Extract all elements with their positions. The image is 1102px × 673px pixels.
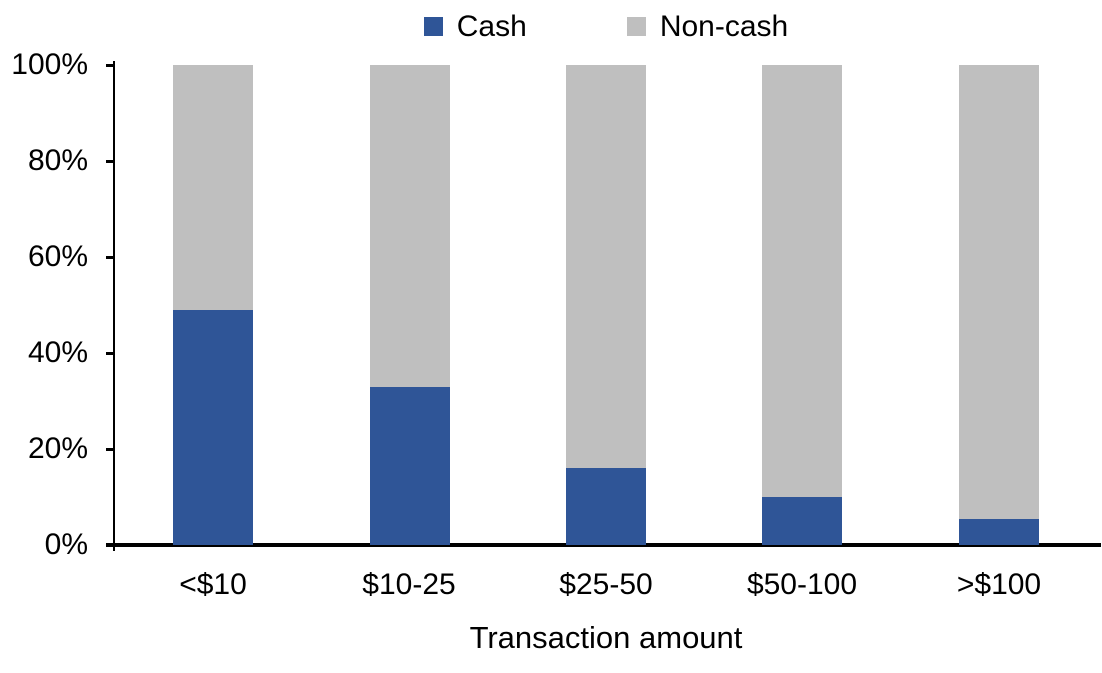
y-axis-tick-mark xyxy=(106,352,115,355)
legend-item-cash: Cash xyxy=(423,10,527,43)
y-axis-tick-mark xyxy=(106,160,115,163)
legend: Cash Non-cash xyxy=(115,10,1097,43)
y-axis-tick-mark xyxy=(106,256,115,259)
y-axis-tick-mark xyxy=(106,448,115,451)
bar-group xyxy=(566,65,646,545)
y-axis-tick-label: 80% xyxy=(27,144,88,177)
bar-group xyxy=(762,65,842,545)
bar-group xyxy=(370,65,450,545)
y-axis-tick-label: 60% xyxy=(27,240,88,273)
bar-segment-cash xyxy=(370,386,450,545)
y-axis-tick-label: 20% xyxy=(27,432,88,465)
x-axis-category-label: <$10 xyxy=(179,568,247,601)
bar-group xyxy=(959,65,1039,545)
y-axis-tick-label: 0% xyxy=(44,528,88,561)
x-axis-title: Transaction amount xyxy=(469,620,743,655)
x-axis-category-label: >$100 xyxy=(956,568,1042,601)
bar-segment-cash xyxy=(959,518,1039,545)
y-axis-tick-label: 100% xyxy=(11,48,88,81)
bar-segment-non-cash xyxy=(370,65,450,387)
y-axis-tick-mark xyxy=(106,544,115,547)
legend-label: Cash xyxy=(456,10,527,43)
x-axis-category-label: $25-50 xyxy=(559,568,653,601)
bar-segment-non-cash xyxy=(762,65,842,497)
y-axis-tick-label: 40% xyxy=(27,336,88,369)
x-axis-category-label: $50-100 xyxy=(746,568,858,601)
x-axis-line xyxy=(106,543,1101,547)
legend-swatch-icon xyxy=(423,17,443,36)
bar-group xyxy=(173,65,253,545)
y-axis-line xyxy=(113,61,115,551)
plot-area xyxy=(106,61,1101,551)
y-axis-tick-mark xyxy=(106,64,115,67)
bar-segment-cash xyxy=(762,497,842,545)
legend-label: Non-cash xyxy=(659,10,789,43)
x-axis-category-label: $10-25 xyxy=(362,568,456,601)
bar-segment-non-cash xyxy=(566,65,646,469)
bar-segment-non-cash xyxy=(959,65,1039,519)
bar-segment-non-cash xyxy=(173,65,253,310)
bar-segment-cash xyxy=(566,468,646,545)
legend-swatch-icon xyxy=(626,17,646,36)
bar-segment-cash xyxy=(173,309,253,545)
legend-item-non-cash: Non-cash xyxy=(626,10,789,43)
